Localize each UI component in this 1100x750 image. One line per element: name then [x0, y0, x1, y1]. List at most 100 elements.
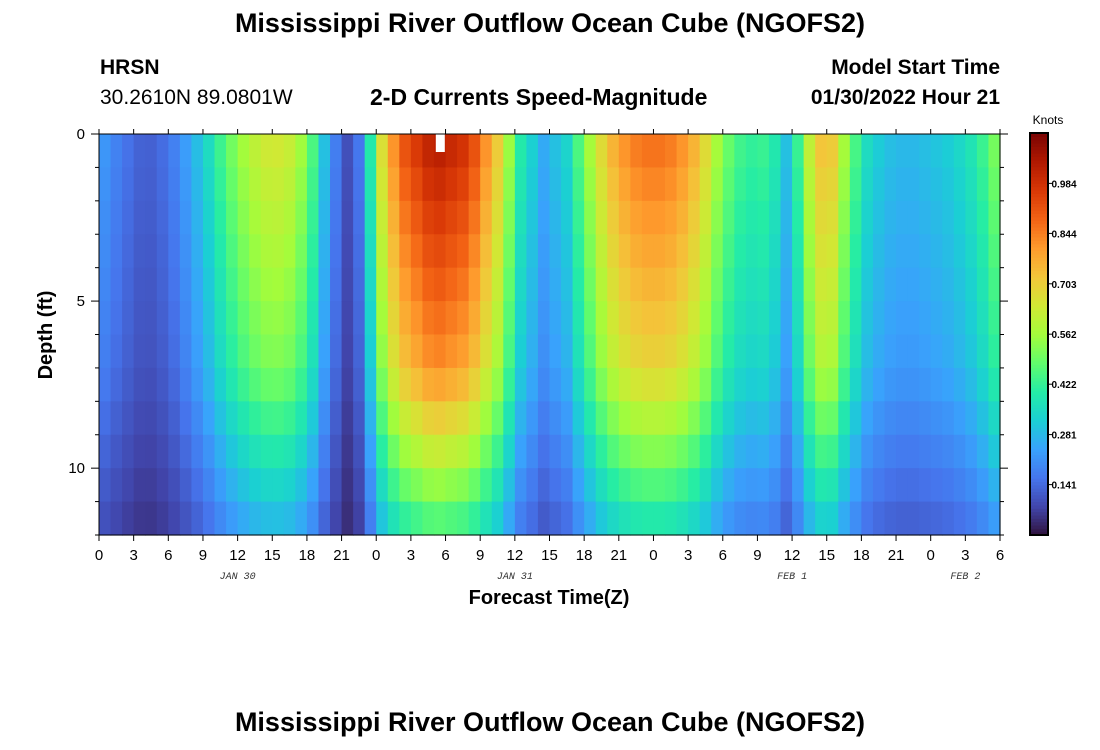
- heatmap-cell: [815, 200, 828, 235]
- heatmap-cell: [376, 367, 389, 402]
- model-start-value: 01/30/2022 Hour 21: [810, 86, 1000, 109]
- heatmap-cell: [353, 267, 366, 302]
- heatmap-cell: [665, 334, 678, 369]
- heatmap-cell: [272, 234, 285, 269]
- heatmap-cell: [942, 501, 955, 536]
- heatmap-cell: [688, 267, 701, 302]
- surface-marker: [435, 134, 445, 152]
- colorbar-segment: [1030, 169, 1048, 174]
- heatmap-cell: [861, 501, 874, 536]
- heatmap-cell: [907, 334, 920, 369]
- heatmap-cell: [445, 501, 458, 536]
- heatmap-cell: [815, 434, 828, 469]
- heatmap-cell: [896, 468, 909, 503]
- heatmap-cell: [549, 334, 562, 369]
- heatmap-cell: [618, 367, 631, 402]
- heatmap-cell: [237, 301, 250, 336]
- colorbar-segment: [1030, 156, 1048, 161]
- heatmap-cell: [399, 334, 412, 369]
- colorbar-segment: [1030, 297, 1048, 302]
- heatmap-cell: [572, 434, 585, 469]
- heatmap-cell: [306, 334, 320, 369]
- colorbar-segment: [1030, 240, 1048, 245]
- chart-subtitle: 2-D Currents Speed-Magnitude: [370, 84, 708, 110]
- colorbar-segment: [1030, 189, 1048, 194]
- heatmap-cell: [503, 434, 516, 469]
- heatmap-cell: [457, 267, 470, 302]
- heatmap-cell: [826, 367, 839, 402]
- colorbar-units: Knots: [1033, 113, 1064, 127]
- heatmap-cell: [295, 167, 308, 202]
- heatmap-cell: [457, 468, 470, 503]
- heatmap-cell: [537, 267, 551, 302]
- heatmap-cell: [410, 468, 424, 503]
- heatmap-cell: [318, 267, 331, 302]
- heatmap-cell: [768, 200, 782, 235]
- heatmap-cell: [272, 134, 285, 169]
- heatmap-cell: [249, 434, 262, 469]
- footer-title: Mississippi River Outflow Ocean Cube (NG…: [234, 707, 866, 737]
- heatmap-cell: [549, 301, 562, 336]
- heatmap-cell: [179, 468, 193, 503]
- heatmap-cell: [491, 468, 504, 503]
- heatmap-cell: [214, 134, 227, 169]
- heatmap-cell: [249, 267, 262, 302]
- heatmap-cell: [468, 234, 481, 269]
- heatmap-cell: [237, 234, 250, 269]
- x-axis: 0 3 6 9 12 15 18 21 0 3 6 9 12 15 18 21 0 3 6 9 12 15 18 21 0 3 6 J…: [95, 129, 1004, 583]
- heatmap-cell: [376, 301, 389, 336]
- heatmap-cell: [976, 200, 990, 235]
- heatmap-cell: [896, 334, 909, 369]
- heatmap-cell: [306, 167, 320, 202]
- heatmap-cell: [283, 167, 296, 202]
- heatmap-cell: [919, 401, 932, 436]
- heatmap-cell: [665, 401, 678, 436]
- heatmap-cell: [433, 468, 447, 503]
- heatmap-cell: [353, 134, 366, 169]
- heatmap-cell: [445, 434, 458, 469]
- heatmap-cell: [433, 501, 447, 536]
- heatmap-cell: [226, 134, 239, 169]
- heatmap-cell: [526, 167, 539, 202]
- heatmap-cell: [953, 501, 966, 536]
- heatmap-cell: [630, 234, 643, 269]
- heatmap-cell: [445, 367, 458, 402]
- heatmap-cell: [283, 301, 296, 336]
- heatmap-cell: [491, 434, 504, 469]
- heatmap-cell: [491, 301, 504, 336]
- heatmap-cell: [826, 501, 839, 536]
- heatmap-cell: [249, 401, 262, 436]
- heatmap-cell: [537, 468, 551, 503]
- heatmap-cell: [202, 234, 216, 269]
- x-tick-label: 3: [684, 547, 692, 564]
- heatmap-cell: [226, 367, 239, 402]
- heatmap-cell: [618, 334, 631, 369]
- heatmap-cell: [734, 367, 747, 402]
- heatmap-cell: [757, 401, 770, 436]
- heatmap-cell: [699, 501, 712, 536]
- heatmap-cell: [191, 367, 204, 402]
- heatmap-cell: [422, 167, 435, 202]
- heatmap-cell: [330, 367, 343, 402]
- heatmap-cell: [734, 301, 747, 336]
- heatmap-cell: [480, 468, 493, 503]
- heatmap-cell: [688, 468, 701, 503]
- heatmap-cell: [226, 334, 239, 369]
- heatmap-cell: [410, 501, 424, 536]
- x-tick-label: 21: [610, 547, 627, 564]
- heatmap-cell: [572, 501, 585, 536]
- heatmap-cell: [272, 167, 285, 202]
- heatmap-cell: [803, 234, 816, 269]
- heatmap-cell: [260, 167, 273, 202]
- heatmap-cell: [99, 234, 112, 269]
- colorbar-segment: [1030, 417, 1048, 422]
- heatmap-cell: [653, 234, 666, 269]
- heatmap-cell: [757, 134, 770, 169]
- colorbar-segment: [1030, 457, 1048, 462]
- colorbar-segment: [1030, 236, 1048, 241]
- x-tick-label: 3: [129, 547, 137, 564]
- heatmap-cell: [306, 134, 320, 169]
- heatmap-cell: [919, 200, 932, 235]
- heatmap-cell: [988, 200, 1001, 235]
- day-label: FEB 2: [950, 572, 980, 583]
